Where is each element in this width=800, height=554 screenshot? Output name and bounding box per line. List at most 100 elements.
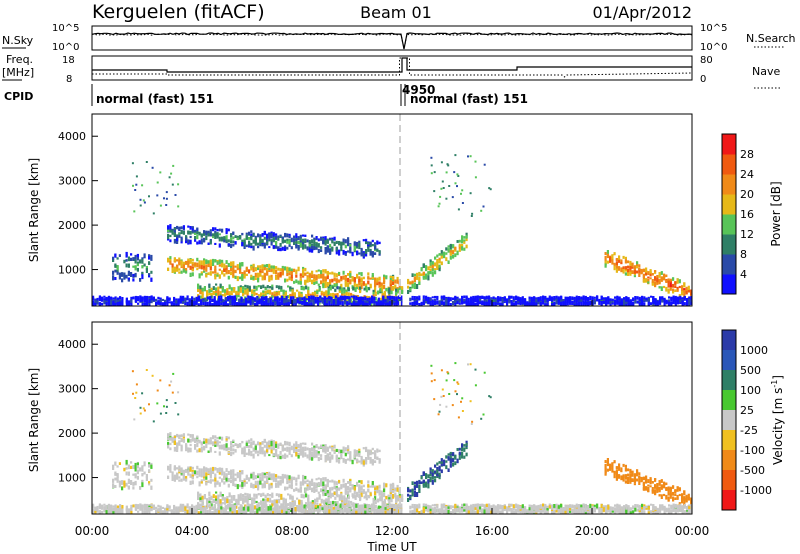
power-cell xyxy=(239,285,242,288)
velocity-cell xyxy=(203,478,206,481)
velocity-cell xyxy=(271,492,274,495)
power-cell xyxy=(315,274,318,279)
power-cell xyxy=(356,242,359,247)
power-cell xyxy=(151,166,154,169)
power-colorbar-segment xyxy=(722,214,736,235)
velocity-cell xyxy=(398,495,401,498)
power-cell xyxy=(643,302,646,306)
power-cell xyxy=(182,261,185,265)
power-cell xyxy=(488,302,491,306)
power-cell xyxy=(92,295,95,301)
power-cell xyxy=(324,249,327,255)
power-cell xyxy=(627,269,630,274)
power-cell xyxy=(416,299,419,302)
power-cell xyxy=(377,297,380,302)
power-cell xyxy=(584,295,587,300)
velocity-cell xyxy=(203,447,206,451)
velocity-cell xyxy=(665,482,668,485)
velocity-cell xyxy=(622,477,625,482)
power-cell xyxy=(224,297,227,301)
power-cell xyxy=(225,266,228,271)
power-cell xyxy=(173,296,176,302)
power-cell xyxy=(397,288,400,292)
power-cell xyxy=(483,296,486,300)
power-cell xyxy=(253,285,256,289)
velocity-cell xyxy=(378,489,381,495)
velocity-cell xyxy=(196,470,199,476)
velocity-cell xyxy=(248,450,251,455)
power-cell xyxy=(212,292,215,296)
power-cell xyxy=(232,268,235,273)
power-cell xyxy=(227,239,230,243)
velocity-cell xyxy=(232,439,235,442)
power-cell xyxy=(506,301,509,306)
velocity-cell xyxy=(344,459,347,464)
velocity-cell xyxy=(663,484,666,489)
power-cell xyxy=(331,246,334,250)
power-cell xyxy=(665,301,668,305)
power-cell xyxy=(293,268,296,273)
power-cell xyxy=(286,272,289,277)
power-cell xyxy=(636,261,639,265)
power-cell xyxy=(512,296,515,301)
power-cell xyxy=(372,289,375,292)
power-cell xyxy=(647,298,650,302)
power-cell xyxy=(161,298,164,301)
velocity-cell xyxy=(257,474,260,479)
velocity-cell xyxy=(141,473,144,477)
velocity-cell xyxy=(278,498,281,504)
power-cell xyxy=(376,277,379,282)
power-cell xyxy=(230,233,233,238)
velocity-cell xyxy=(185,448,188,452)
power-cell xyxy=(203,230,206,234)
power-cell xyxy=(278,301,281,306)
velocity-cell xyxy=(241,447,244,451)
power-cell xyxy=(94,299,97,303)
velocity-cell xyxy=(374,499,377,502)
power-cell xyxy=(218,274,221,279)
velocity-cell xyxy=(343,500,346,505)
power-cell xyxy=(114,264,117,268)
power-cell xyxy=(168,176,171,179)
power-cell xyxy=(293,292,296,297)
power-cell xyxy=(326,282,329,286)
velocity-cell xyxy=(218,482,221,487)
velocity-cell xyxy=(216,443,219,447)
power-cell xyxy=(344,239,347,244)
velocity-cell xyxy=(329,488,332,492)
power-cell xyxy=(180,270,183,274)
power-cell xyxy=(638,268,641,273)
velocity-cell xyxy=(369,461,372,464)
power-cell xyxy=(645,272,648,276)
power-cell xyxy=(651,279,654,283)
power-cell xyxy=(341,293,344,296)
velocity-cell xyxy=(296,497,299,500)
velocity-cell xyxy=(606,461,609,465)
power-cell xyxy=(290,268,293,272)
velocity-cell xyxy=(388,498,391,504)
velocity-cell xyxy=(413,481,416,485)
velocity-cell xyxy=(206,501,209,506)
power-cell xyxy=(374,291,377,294)
power-cell xyxy=(661,299,664,303)
power-cell xyxy=(463,298,466,302)
power-cell xyxy=(606,260,609,264)
power-cell xyxy=(244,284,247,288)
velocity-cell xyxy=(407,487,410,493)
power-cell xyxy=(229,295,232,300)
power-cell xyxy=(425,273,428,276)
power-cell xyxy=(266,233,269,239)
velocity-cell xyxy=(270,485,273,489)
power-cell xyxy=(125,259,128,262)
power-cell xyxy=(622,269,625,274)
power-cell xyxy=(311,234,314,238)
power-cell xyxy=(636,300,639,303)
velocity-cell xyxy=(273,499,276,502)
velocity-cell xyxy=(253,493,256,497)
velocity-cell xyxy=(350,500,353,504)
velocity-cell xyxy=(223,444,226,450)
power-cell xyxy=(483,301,486,306)
power-cell xyxy=(659,302,662,305)
power-cell xyxy=(420,302,423,305)
power-cell xyxy=(312,295,315,300)
